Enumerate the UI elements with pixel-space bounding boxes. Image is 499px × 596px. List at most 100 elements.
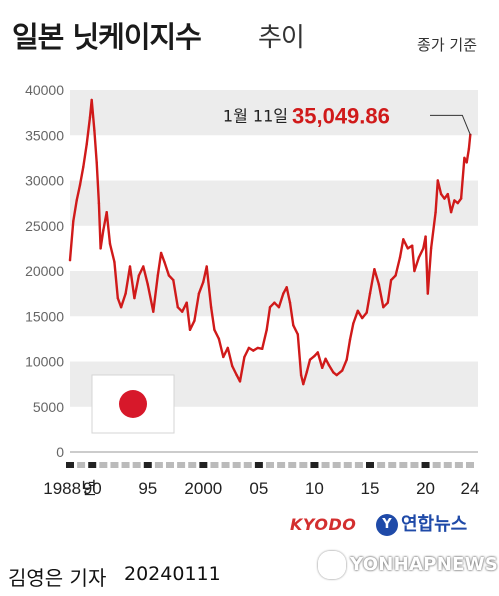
data-point xyxy=(282,292,285,295)
data-point xyxy=(197,292,201,295)
x-tick-label: 05 xyxy=(249,479,268,498)
data-point xyxy=(394,274,397,277)
data-point xyxy=(356,309,359,313)
data-point xyxy=(321,366,324,370)
watermark-icon xyxy=(318,551,346,579)
data-point xyxy=(348,338,352,341)
year-tick xyxy=(399,462,408,468)
data-point xyxy=(102,229,105,232)
data-point xyxy=(226,346,229,350)
x-tick-label: 95 xyxy=(138,479,157,498)
data-point xyxy=(252,349,255,352)
data-point xyxy=(68,258,72,262)
data-point xyxy=(163,260,166,264)
data-point xyxy=(453,199,456,202)
year-tick xyxy=(166,462,174,468)
year-tick xyxy=(254,462,263,468)
data-point xyxy=(463,156,466,160)
photo-credit: KYODO xyxy=(290,515,357,534)
data-point xyxy=(413,269,416,273)
data-point xyxy=(142,265,145,268)
data-point xyxy=(99,247,102,250)
year-tick xyxy=(132,462,141,468)
data-point xyxy=(188,328,192,332)
data-point xyxy=(235,373,238,377)
data-point xyxy=(128,265,132,268)
data-point xyxy=(341,369,344,372)
data-point xyxy=(113,260,116,264)
data-point xyxy=(368,292,372,295)
data-point xyxy=(439,192,443,196)
x-tick-label: 24 xyxy=(461,479,480,498)
y-tick-label: 5000 xyxy=(33,399,64,415)
publish-date: 20240111 xyxy=(124,563,221,585)
data-point xyxy=(389,278,393,282)
nikkei-series-line xyxy=(68,98,472,386)
year-tick xyxy=(466,462,474,468)
data-point xyxy=(467,147,471,151)
data-point xyxy=(159,251,163,255)
data-point xyxy=(288,301,292,304)
data-point xyxy=(324,357,327,360)
y-tick-label: 15000 xyxy=(25,308,64,324)
data-point xyxy=(75,199,78,202)
data-point xyxy=(386,301,389,304)
annotation-leader xyxy=(430,114,471,135)
data-point xyxy=(247,346,251,350)
data-point xyxy=(90,98,93,102)
data-point xyxy=(193,319,196,322)
data-point xyxy=(429,247,433,250)
data-point xyxy=(398,256,402,259)
yonhap-logo-icon: Y xyxy=(376,514,398,536)
data-point xyxy=(365,311,368,314)
data-point xyxy=(116,296,119,300)
data-point xyxy=(443,197,446,200)
data-point xyxy=(156,274,159,277)
data-point xyxy=(97,201,101,205)
year-tick xyxy=(99,462,108,468)
data-point xyxy=(382,306,385,309)
data-point xyxy=(133,296,136,300)
data-point xyxy=(146,283,149,286)
year-tick xyxy=(77,462,86,468)
data-point xyxy=(222,355,225,359)
x-tick-label: 15 xyxy=(361,479,380,498)
x-tick-label: 1988년 xyxy=(43,479,96,498)
annotation-value: 35,049.86 xyxy=(292,103,390,128)
data-point xyxy=(181,310,184,313)
data-point xyxy=(209,306,213,309)
data-point xyxy=(72,220,75,223)
data-point xyxy=(417,256,421,259)
year-tick xyxy=(443,462,452,468)
data-point xyxy=(352,322,355,325)
data-point xyxy=(185,301,188,304)
data-point xyxy=(406,247,409,250)
data-point xyxy=(361,316,364,320)
year-tick xyxy=(321,462,330,468)
data-point xyxy=(426,292,429,295)
y-tick-label: 35000 xyxy=(25,127,64,143)
year-tick xyxy=(199,462,208,468)
data-point xyxy=(167,274,171,277)
data-point xyxy=(82,165,85,169)
data-point xyxy=(261,347,264,351)
year-tick xyxy=(410,462,419,468)
data-point xyxy=(402,238,405,241)
x-tick-label: 90 xyxy=(83,479,102,498)
y-tick-label: 20000 xyxy=(25,263,64,279)
data-point xyxy=(411,244,414,247)
data-point xyxy=(172,278,175,282)
data-point xyxy=(217,337,221,341)
year-tick xyxy=(310,462,319,468)
data-point xyxy=(277,306,281,309)
y-tick-label: 0 xyxy=(56,444,64,460)
y-tick-label: 30000 xyxy=(25,173,64,189)
data-point xyxy=(327,363,331,367)
year-tick xyxy=(188,462,197,468)
year-tick xyxy=(366,462,374,468)
data-point xyxy=(176,306,179,309)
data-point xyxy=(238,380,242,383)
grid-band xyxy=(70,180,478,226)
data-point xyxy=(152,310,155,313)
watermark: YONHAPNEWS xyxy=(318,551,498,579)
